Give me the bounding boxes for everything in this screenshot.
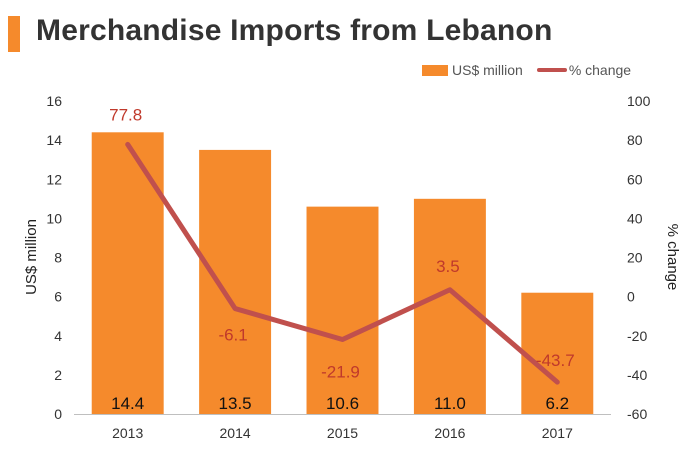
bar-value-label: 11.0 bbox=[434, 394, 466, 413]
y-tick-label: 8 bbox=[54, 250, 62, 266]
legend-bar-swatch bbox=[422, 64, 448, 76]
legend: US$ million % change bbox=[422, 62, 631, 78]
percent-change-line bbox=[125, 141, 560, 385]
y2-axis-title: % change bbox=[664, 224, 681, 291]
bar bbox=[413, 198, 486, 414]
y2-tick-label: 100 bbox=[627, 93, 651, 109]
line-value-label: 3.5 bbox=[436, 257, 460, 276]
y-tick-label: 6 bbox=[54, 289, 62, 305]
y-tick-label: 16 bbox=[46, 93, 62, 109]
line-value-label: -43.7 bbox=[536, 351, 575, 370]
y2-tick-label: 40 bbox=[627, 210, 643, 226]
y-tick-label: 2 bbox=[54, 367, 62, 383]
bar-value-label: 6.2 bbox=[545, 394, 569, 413]
bar bbox=[91, 132, 164, 415]
x-tick-label: 2014 bbox=[220, 425, 251, 441]
bar-value-label: 14.4 bbox=[111, 394, 144, 413]
y-tick-label: 12 bbox=[46, 171, 62, 187]
y2-tick-label: -20 bbox=[627, 328, 647, 344]
line-value-label: 77.8 bbox=[109, 105, 142, 124]
y2-tick-label: -60 bbox=[627, 406, 647, 422]
y2-tick-label: 0 bbox=[627, 289, 635, 305]
bar bbox=[306, 206, 379, 414]
y2-tick-label: 80 bbox=[627, 132, 643, 148]
bar bbox=[521, 292, 594, 414]
y-tick-label: 4 bbox=[54, 328, 62, 344]
line-value-label: -6.1 bbox=[218, 326, 247, 345]
legend-bar-label: US$ million bbox=[452, 62, 523, 78]
chart-title: Merchandise Imports from Lebanon bbox=[36, 14, 553, 47]
y2-tick-label: 20 bbox=[627, 250, 643, 266]
x-tick-label: 2013 bbox=[112, 425, 143, 441]
line-value-label: -21.9 bbox=[321, 362, 360, 381]
y-tick-label: 0 bbox=[54, 406, 62, 422]
bar-value-label: 10.6 bbox=[326, 394, 359, 413]
bar bbox=[199, 149, 272, 414]
x-tick-label: 2015 bbox=[327, 425, 358, 441]
bar-value-label: 13.5 bbox=[219, 394, 252, 413]
x-tick-label: 2016 bbox=[434, 425, 465, 441]
x-tick-label: 2017 bbox=[542, 425, 573, 441]
legend-line-swatch bbox=[536, 68, 567, 72]
legend-line-label: % change bbox=[568, 62, 632, 78]
y2-tick-label: 60 bbox=[627, 171, 643, 187]
y2-tick-label: -40 bbox=[627, 367, 647, 383]
y-axis-title: US$ million bbox=[23, 219, 40, 295]
title-accent-bar bbox=[8, 16, 20, 52]
y-tick-label: 14 bbox=[46, 132, 62, 148]
y-tick-label: 10 bbox=[46, 210, 62, 226]
